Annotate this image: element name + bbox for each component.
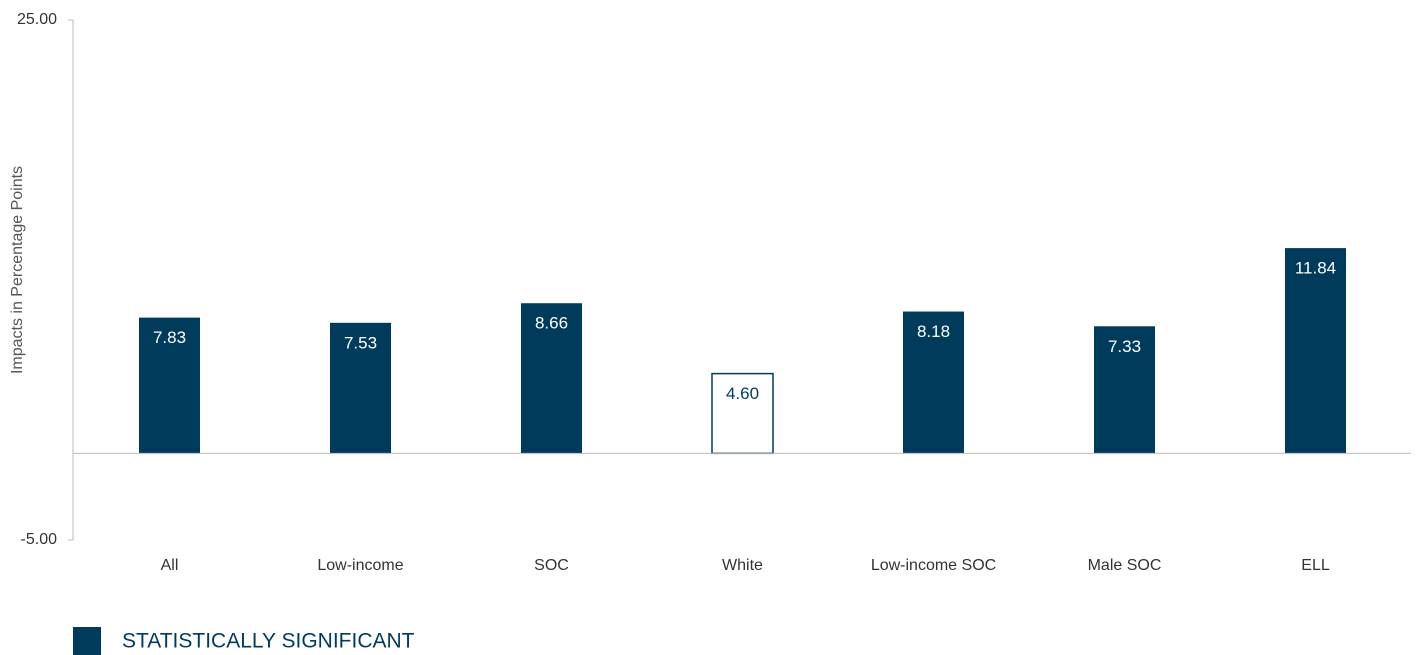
- y-axis-label: Impacts in Percentage Points: [9, 166, 26, 374]
- x-tick-label: Low-income: [317, 557, 403, 574]
- x-tick-label: Male SOC: [1088, 557, 1162, 574]
- x-tick-label: White: [722, 557, 763, 574]
- bar: [903, 311, 964, 454]
- legend-label: STATISTICALLY SIGNIFICANT: [122, 630, 415, 653]
- value-label: 4.60: [726, 384, 759, 403]
- y-tick-label: 25.00: [17, 11, 57, 28]
- bar: [139, 317, 200, 454]
- value-label: 7.53: [344, 333, 377, 352]
- value-label: 11.84: [1295, 259, 1336, 278]
- bar: [521, 303, 582, 454]
- x-tick-label: Low-income SOC: [871, 557, 996, 574]
- bar: [1285, 248, 1346, 454]
- legend-swatch: [73, 627, 101, 655]
- bar: [711, 372, 774, 455]
- x-tick-label: All: [161, 557, 179, 574]
- value-label: 7.33: [1108, 337, 1141, 356]
- x-tick-label: SOC: [534, 557, 569, 574]
- y-tick-label: -5.00: [21, 531, 58, 548]
- value-label: 8.66: [535, 314, 568, 333]
- value-label: 8.18: [917, 322, 950, 341]
- bar: [330, 322, 391, 454]
- x-tick-label: ELL: [1301, 557, 1330, 574]
- bar: [1094, 326, 1155, 454]
- value-label: 7.83: [153, 328, 186, 347]
